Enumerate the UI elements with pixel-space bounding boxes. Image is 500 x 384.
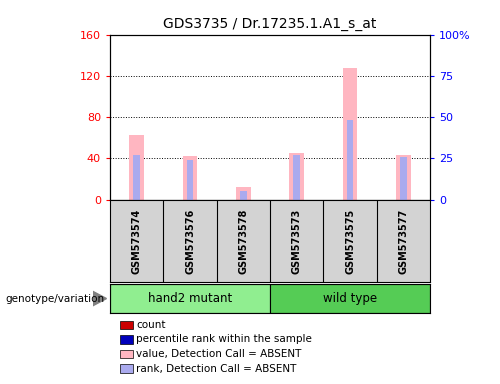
Bar [134,155,140,200]
Bar [400,157,406,200]
Text: GSM573574: GSM573574 [132,209,141,273]
Bar [342,68,357,200]
Text: GSM573576: GSM573576 [185,209,195,273]
Bar [110,284,270,313]
Bar [396,155,411,200]
Bar [187,160,193,200]
Bar [294,155,300,200]
Text: wild type: wild type [323,292,377,305]
Text: value, Detection Call = ABSENT: value, Detection Call = ABSENT [136,349,302,359]
Text: hand2 mutant: hand2 mutant [148,292,232,305]
Text: rank, Detection Call = ABSENT: rank, Detection Call = ABSENT [136,364,296,374]
Text: GSM573573: GSM573573 [292,209,302,273]
Text: GSM573577: GSM573577 [398,209,408,273]
Bar [129,135,144,200]
Bar [289,153,304,200]
Bar [270,284,430,313]
Text: GSM573575: GSM573575 [345,209,355,273]
Bar [236,187,251,200]
Text: count: count [136,320,166,330]
Text: GSM573578: GSM573578 [238,208,248,274]
Bar [182,156,198,200]
Text: genotype/variation: genotype/variation [5,293,104,304]
Bar [347,121,353,200]
Polygon shape [92,291,106,306]
Bar [240,192,246,200]
Title: GDS3735 / Dr.17235.1.A1_s_at: GDS3735 / Dr.17235.1.A1_s_at [164,17,376,31]
Text: percentile rank within the sample: percentile rank within the sample [136,334,312,344]
